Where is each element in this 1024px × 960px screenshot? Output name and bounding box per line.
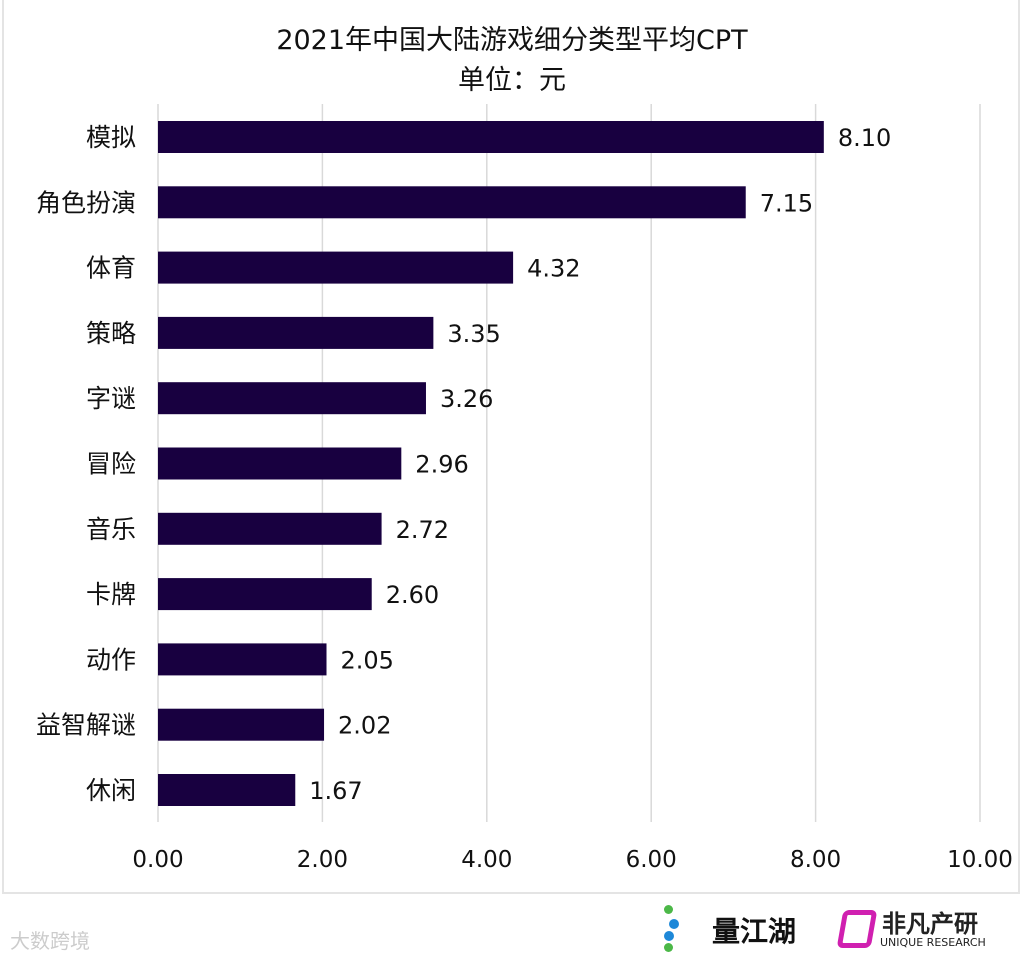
bar <box>158 774 296 806</box>
bar <box>158 186 746 219</box>
chart-frame <box>2 0 1020 894</box>
bar-chart: 0.00 2.00 4.00 6.00 8.00 10.00 模拟 8.10 角色扮演 7.15 体… <box>36 104 1013 873</box>
y-category-label: 模拟 <box>86 123 136 152</box>
y-category-label: 体育 <box>86 254 136 283</box>
bar <box>158 708 325 741</box>
data-label: 2.96 <box>415 451 468 479</box>
bar <box>158 578 372 611</box>
data-label: 1.67 <box>309 777 362 805</box>
data-label: 2.02 <box>338 712 391 740</box>
bar <box>158 447 402 480</box>
x-tick-label: 4.00 <box>461 847 512 873</box>
x-tick-label: 10.00 <box>947 847 1013 873</box>
y-category-label: 动作 <box>86 645 136 674</box>
data-label: 3.26 <box>440 385 493 413</box>
y-category-label: 字谜 <box>86 384 136 413</box>
liangjianghu-logo-icon <box>664 905 680 953</box>
bar <box>158 382 426 415</box>
bar <box>158 316 434 349</box>
x-tick-label: 6.00 <box>626 847 677 873</box>
x-tick-label: 0.00 <box>132 847 183 873</box>
data-label: 2.05 <box>341 646 394 674</box>
y-category-label: 音乐 <box>86 515 136 544</box>
x-tick-label: 2.00 <box>297 847 348 873</box>
y-category-label: 休闲 <box>86 776 136 805</box>
data-label: 2.60 <box>386 581 439 609</box>
y-category-label: 策略 <box>86 319 136 348</box>
bar <box>158 643 327 676</box>
chart-subtitle: 单位：元 <box>458 65 566 96</box>
bar <box>158 251 514 284</box>
y-category-label: 卡牌 <box>86 580 136 609</box>
watermark: 大数跨境 <box>10 929 90 953</box>
data-label: 3.35 <box>447 320 500 348</box>
data-label: 8.10 <box>838 124 891 152</box>
data-label: 7.15 <box>760 189 813 217</box>
y-category-label: 角色扮演 <box>36 188 136 217</box>
logo-unique-research: 非凡产研 <box>882 910 978 938</box>
logo-unique-research-sub: UNIQUE RESEARCH <box>880 936 986 949</box>
bar <box>158 121 824 153</box>
y-category-label: 冒险 <box>86 450 136 479</box>
x-tick-label: 8.00 <box>790 847 841 873</box>
bar <box>158 512 382 545</box>
y-category-label: 益智解谜 <box>36 711 136 740</box>
logo-liangjianghu: 量江湖 <box>712 915 797 948</box>
data-label: 4.32 <box>527 255 580 283</box>
unique-research-logo-icon <box>836 910 878 948</box>
chart-title: 2021年中国大陆游戏细分类型平均CPT <box>276 25 748 56</box>
data-label: 2.72 <box>396 516 449 544</box>
